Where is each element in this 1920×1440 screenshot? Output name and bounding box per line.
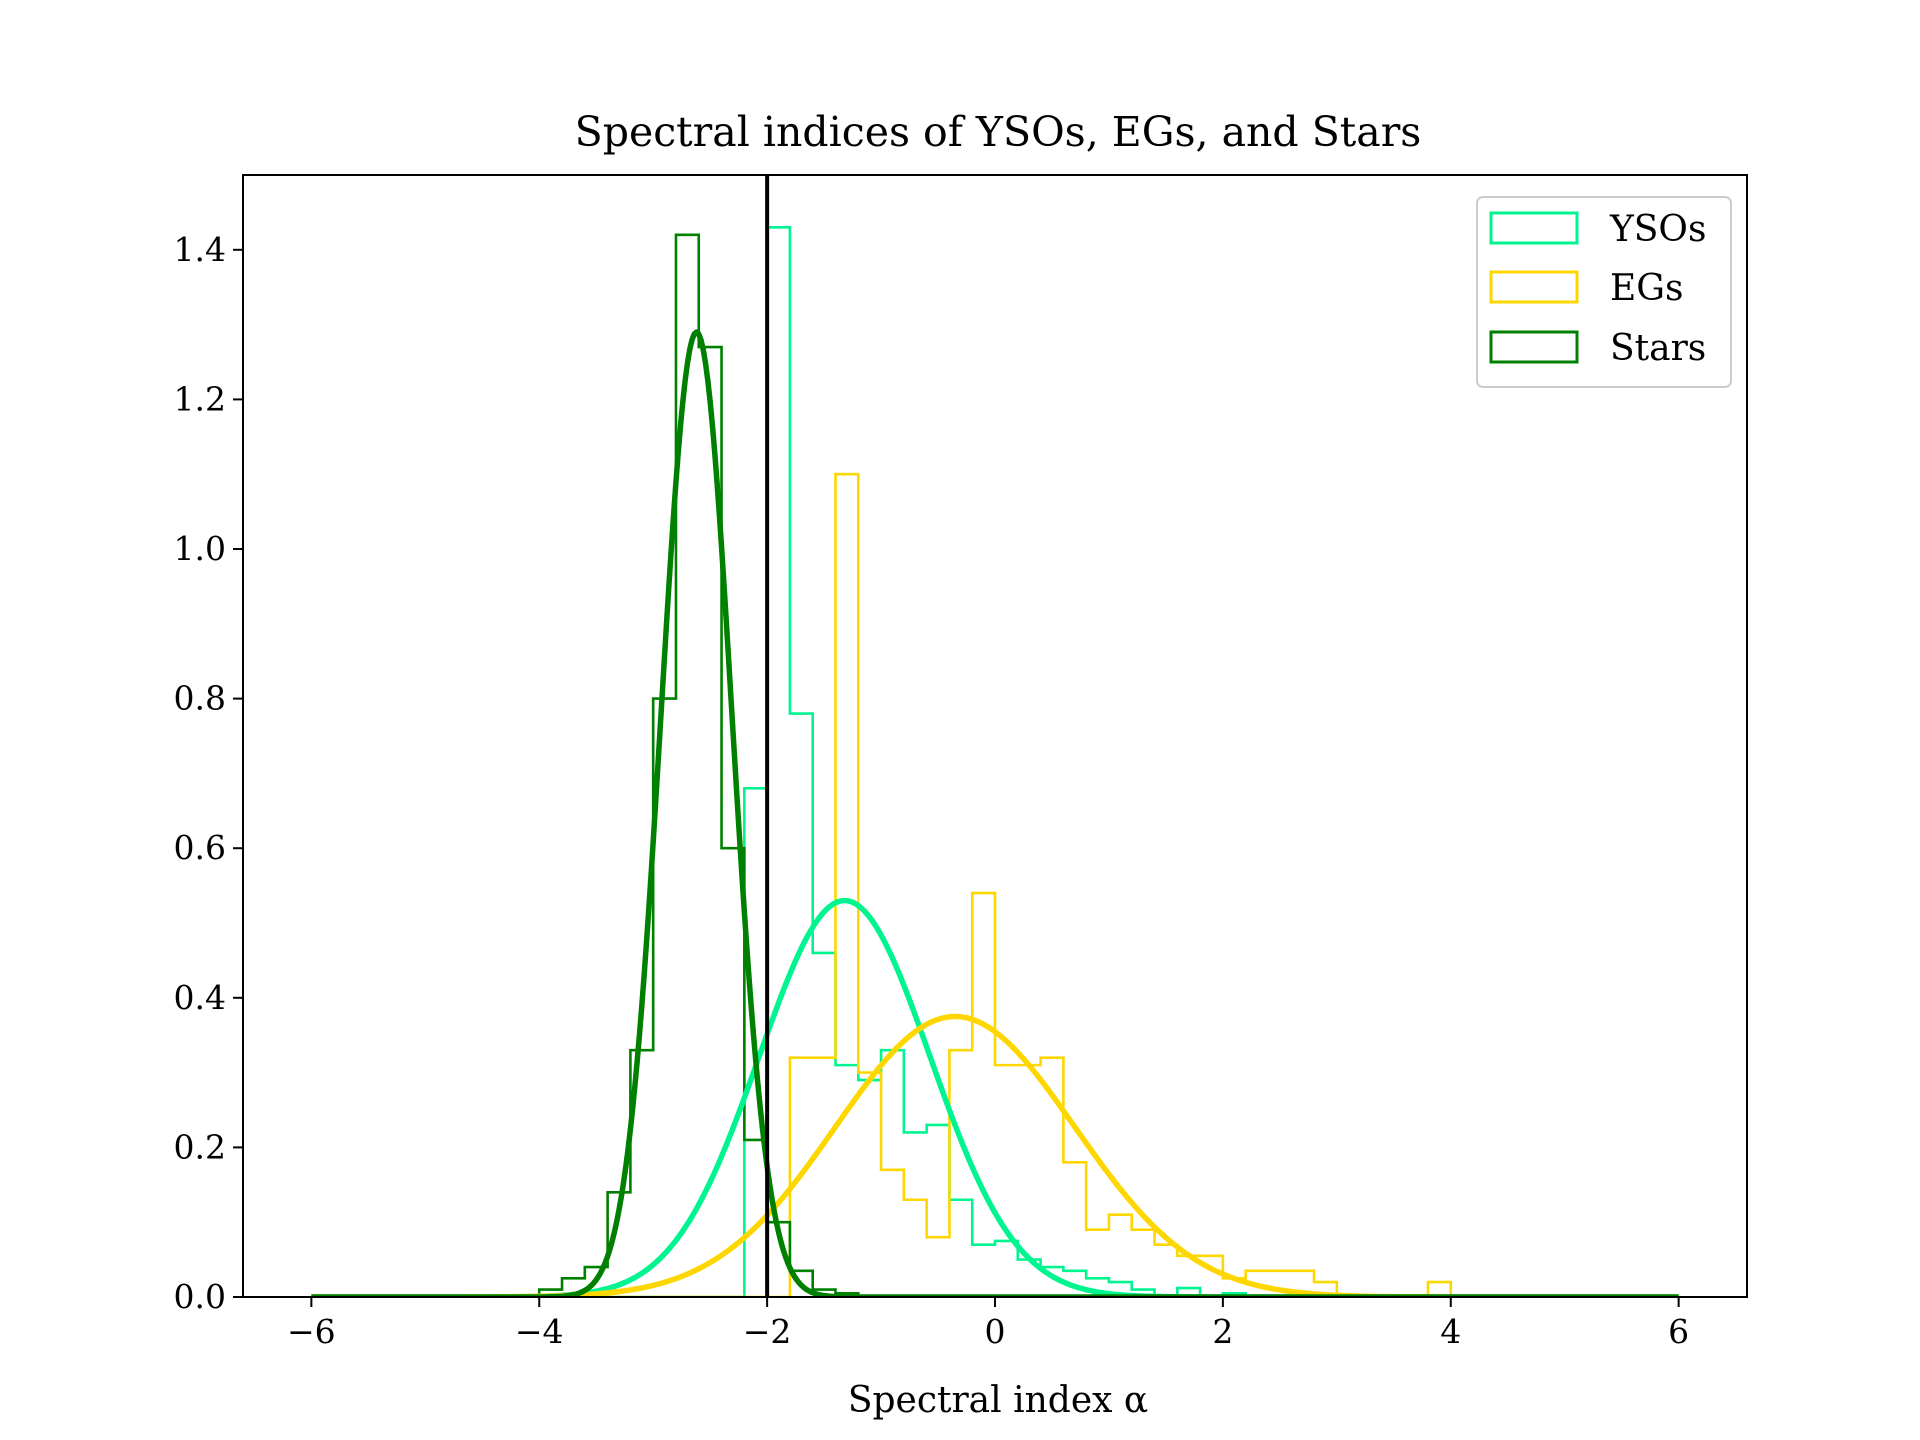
- histogram-egs: [311, 472, 1679, 1297]
- x-tick-label: 6: [1668, 1312, 1689, 1351]
- x-tick-label: 4: [1440, 1312, 1461, 1351]
- legend-label-stars: Stars: [1610, 328, 1706, 369]
- y-tick-label: 0.2: [174, 1127, 226, 1166]
- histogram-stars: [311, 233, 1679, 1297]
- y-axis: 0.0 0.2 0.4 0.6 0.8 1.0 1.2 1.4: [174, 230, 243, 1316]
- y-tick-label: 0.0: [174, 1277, 226, 1316]
- y-tick-label: 0.6: [174, 828, 226, 867]
- chart-title: Spectral indices of YSOs, EGs, and Stars: [575, 108, 1422, 156]
- legend-label-ysos: YSOs: [1609, 209, 1706, 250]
- x-tick-label: 0: [985, 1312, 1006, 1351]
- y-tick-label: 1.2: [174, 379, 226, 418]
- legend: YSOs EGs Stars: [1476, 196, 1732, 388]
- legend-label-egs: EGs: [1610, 268, 1684, 309]
- legend-swatch-stars: [1489, 330, 1579, 364]
- y-tick-label: 0.8: [174, 679, 226, 718]
- y-tick-label: 1.4: [174, 230, 226, 269]
- x-tick-label: 2: [1212, 1312, 1233, 1351]
- x-tick-label: −2: [743, 1312, 792, 1351]
- x-tick-label: −4: [515, 1312, 564, 1351]
- x-axis-label: Spectral index α: [848, 1380, 1148, 1421]
- x-axis: −6 −4 −2 0 2 4 6: [287, 1297, 1689, 1351]
- legend-swatch-ysos: [1489, 211, 1579, 245]
- x-tick-label: −6: [287, 1312, 336, 1351]
- y-tick-label: 0.4: [174, 978, 226, 1017]
- legend-swatch-egs: [1489, 270, 1579, 304]
- y-tick-label: 1.0: [174, 529, 226, 568]
